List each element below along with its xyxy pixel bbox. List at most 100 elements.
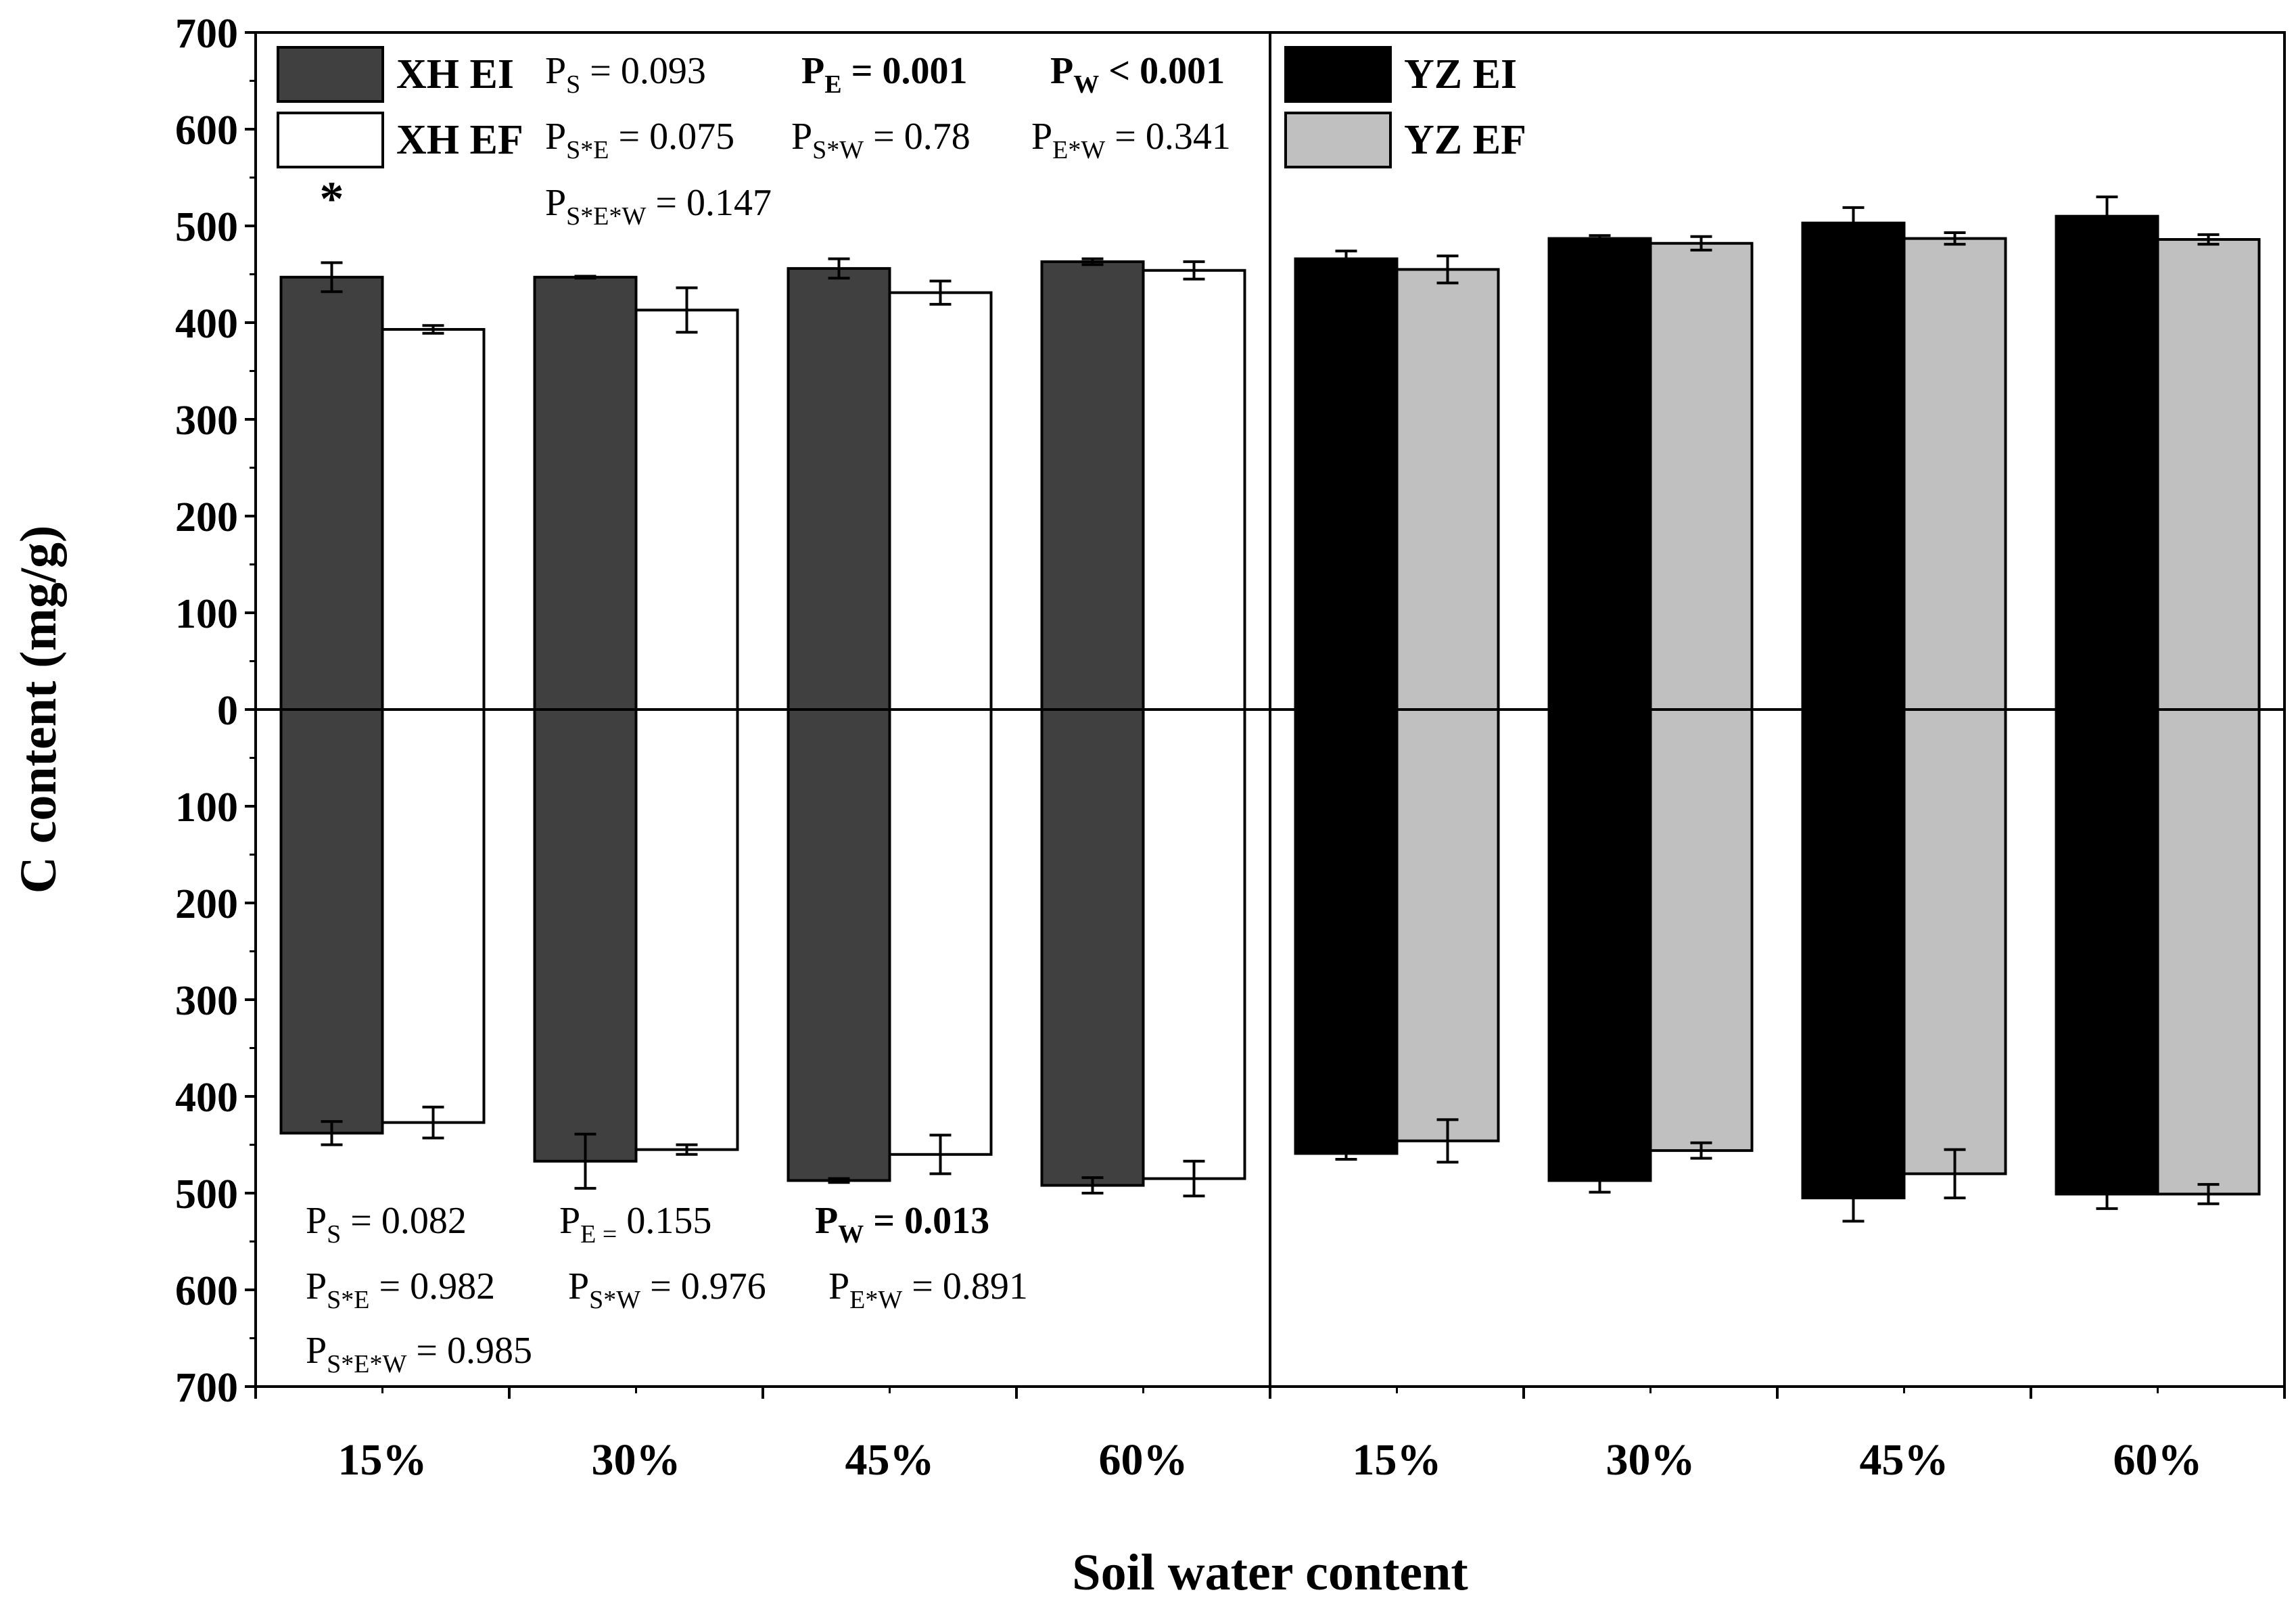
error-bar-yz-ef-bottom-2	[1690, 1141, 1712, 1160]
legend-right-swatch-2	[1284, 112, 1392, 168]
y-tick-label: 300	[175, 978, 238, 1024]
legend-left-swatch-2	[277, 112, 384, 168]
bars-layer	[279, 214, 2261, 1200]
bar-xh-ef-top-2	[634, 308, 739, 712]
error-bar-yz-ei-bottom-4	[2096, 1178, 2118, 1210]
top-pse-label: PS*E = 0.075	[545, 116, 734, 164]
bar-yz-ei-bottom-4	[2055, 708, 2159, 1196]
x-tick-label: 45%	[845, 1435, 935, 1485]
error-bar-yz-ef-top-4	[2197, 233, 2220, 246]
bar-yz-ef-top-4	[2156, 238, 2261, 711]
bar-xh-ei-top-1	[279, 275, 384, 712]
y-tick-label: 200	[175, 494, 238, 540]
bar-yz-ei-bottom-2	[1547, 708, 1652, 1182]
bottom-pe-label: PE = 0.155	[559, 1200, 711, 1249]
top-psw-label: PS*W = 0.78	[791, 116, 970, 164]
bar-xh-ef-top-4	[1142, 269, 1246, 711]
x-tick-label: 15%	[338, 1435, 427, 1485]
axes-layer: 700 600 500 400 300 200 100 0 100 200 300 400 500 600…	[175, 11, 2286, 1485]
error-bar-yz-ef-top-2	[1690, 235, 1712, 252]
significance-star: *	[320, 172, 344, 226]
y-tick-label: 400	[175, 1075, 238, 1121]
bar-yz-ei-bottom-3	[1801, 708, 1906, 1200]
y-tick-label: 500	[175, 204, 238, 250]
y-tick-label: 0	[217, 688, 238, 734]
error-bar-yz-ei-bottom-1	[1335, 1146, 1357, 1161]
bar-yz-ef-top-2	[1649, 241, 1754, 711]
y-tick-label: 700	[175, 1365, 238, 1411]
top-pw-label: PW < 0.001	[1050, 50, 1225, 99]
bar-xh-ei-top-4	[1040, 260, 1145, 712]
error-bar-xh-ei-bottom-2	[574, 1132, 596, 1190]
error-bar-yz-ef-top-3	[1944, 231, 1966, 246]
error-bar-xh-ei-bottom-1	[321, 1120, 343, 1146]
x-axis-title: Soil water content	[1072, 1544, 1468, 1601]
error-bar-xh-ef-top-2	[676, 286, 698, 334]
y-tick-label: 500	[175, 1171, 238, 1217]
bar-xh-ef-bottom-3	[888, 708, 993, 1156]
y-tick-label: 300	[175, 398, 238, 444]
error-bar-xh-ei-top-3	[828, 257, 850, 280]
y-tick-label: 100	[175, 785, 238, 831]
bar-yz-ef-bottom-2	[1649, 708, 1754, 1153]
bar-yz-ei-top-2	[1547, 237, 1652, 711]
top-pe-label: PE = 0.001	[801, 50, 968, 99]
error-bar-xh-ei-bottom-4	[1081, 1176, 1104, 1194]
top-psew-label: PS*E*W = 0.147	[545, 182, 772, 231]
bar-yz-ef-top-1	[1395, 268, 1500, 712]
bar-yz-ef-top-3	[1902, 237, 2007, 711]
bar-xh-ef-bottom-4	[1142, 708, 1246, 1180]
y-tick-label: 700	[175, 11, 238, 57]
bar-yz-ei-bottom-1	[1294, 708, 1399, 1155]
x-tick-label: 30%	[1606, 1435, 1695, 1485]
y-tick-label: 200	[175, 881, 238, 927]
x-tick-label: 60%	[1099, 1435, 1188, 1485]
error-bar-yz-ef-bottom-3	[1944, 1148, 1966, 1200]
legend-left-label-2: XH EF	[396, 117, 523, 163]
legend-right-label-2: YZ EF	[1404, 117, 1526, 163]
error-bar-xh-ei-top-4	[1081, 257, 1104, 266]
legend-right-swatch-1	[1284, 46, 1392, 103]
error-bar-xh-ei-top-2	[574, 275, 596, 280]
legend-left-label-1: XH EI	[396, 51, 514, 97]
bar-yz-ef-bottom-4	[2156, 708, 2261, 1196]
error-bar-xh-ef-bottom-1	[422, 1105, 444, 1140]
x-tick-label: 45%	[1860, 1435, 1949, 1485]
bottom-pw-label: PW = 0.013	[815, 1200, 989, 1249]
error-bar-xh-ef-top-4	[1183, 260, 1205, 281]
error-bar-yz-ef-bottom-1	[1436, 1118, 1459, 1164]
error-bar-yz-ef-top-1	[1436, 254, 1459, 285]
bar-xh-ef-bottom-2	[634, 708, 739, 1151]
bottom-pse-label: PS*E = 0.982	[306, 1265, 495, 1314]
x-tick-label: 30%	[592, 1435, 681, 1485]
bar-yz-ei-top-1	[1294, 257, 1399, 711]
bar-xh-ei-bottom-3	[787, 708, 891, 1182]
bar-xh-ef-top-3	[888, 291, 993, 712]
error-bar-yz-ei-top-1	[1335, 250, 1357, 269]
y-tick-label: 600	[175, 1268, 238, 1314]
bottom-pew-label: PE*W = 0.891	[828, 1265, 1028, 1314]
legend-right-label-1: YZ EI	[1404, 51, 1517, 97]
x-tick-label: 15%	[1353, 1435, 1442, 1485]
top-pew-label: PE*W = 0.341	[1031, 116, 1231, 164]
bar-xh-ef-bottom-1	[381, 708, 486, 1124]
legend-layer: XH EI XH EF YZ EI YZ EF	[277, 46, 1526, 168]
y-tick-label: 100	[175, 591, 238, 637]
error-bar-xh-ef-top-1	[422, 324, 444, 335]
bar-xh-ei-bottom-1	[279, 708, 384, 1135]
y-axis-title: C content (mg/g)	[10, 526, 67, 894]
error-bar-yz-ei-top-2	[1589, 234, 1611, 243]
error-bar-xh-ef-bottom-2	[676, 1143, 698, 1156]
bar-yz-ei-top-4	[2055, 214, 2159, 711]
bar-xh-ef-top-1	[381, 328, 486, 711]
error-bar-xh-ef-bottom-4	[1183, 1159, 1205, 1198]
error-bar-xh-ef-top-3	[929, 279, 952, 306]
legend-left-swatch-1	[277, 46, 384, 103]
top-ps-label: PS = 0.093	[545, 50, 706, 99]
error-bar-yz-ei-top-4	[2096, 195, 2118, 237]
bar-yz-ef-bottom-1	[1395, 708, 1500, 1142]
bar-xh-ei-bottom-4	[1040, 708, 1145, 1187]
error-bar-yz-ei-bottom-3	[1842, 1173, 1865, 1223]
error-bar-xh-ef-bottom-3	[929, 1134, 952, 1176]
